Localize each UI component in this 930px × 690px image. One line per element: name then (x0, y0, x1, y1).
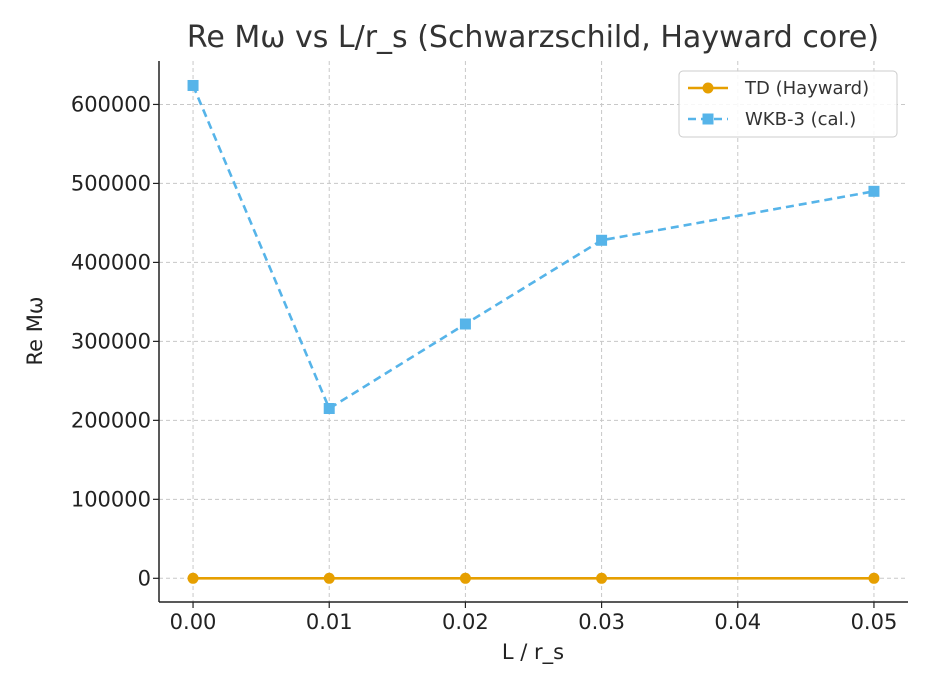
y-axis-label: Re Mω (23, 297, 47, 366)
x-tick-label: 0.02 (442, 610, 489, 634)
x-tick-label: 0.05 (851, 610, 898, 634)
legend-entry-1: TD (Hayward) (688, 78, 869, 99)
data-point (323, 572, 335, 584)
data-point (596, 234, 608, 246)
y-tick-label: 500000 (71, 171, 151, 195)
data-point (323, 403, 335, 415)
legend-swatch-marker (702, 82, 714, 94)
legend-entry-2: WKB-3 (cal.) (688, 109, 856, 130)
x-tick-label: 0.01 (306, 610, 353, 634)
y-tick-label: 400000 (71, 250, 151, 274)
grid (159, 61, 908, 602)
legend-swatch-marker (702, 113, 714, 125)
legend-label: TD (Hayward) (744, 78, 869, 99)
y-tick-label: 0 (138, 566, 151, 590)
legend-frame (678, 70, 898, 138)
data-point (459, 318, 471, 330)
y-tick-label: 600000 (71, 92, 151, 116)
y-tick-label: 100000 (71, 487, 151, 511)
y-tick-label: 200000 (71, 408, 151, 432)
legend: TD (Hayward) WKB-3 (cal.) (678, 70, 898, 138)
data-point (187, 79, 199, 91)
data-point (868, 572, 880, 584)
x-tick-label: 0.04 (714, 610, 761, 634)
legend-label: WKB-3 (cal.) (745, 109, 856, 130)
ticks: 0.00 0.01 0.02 0.03 0.04 0.05 0 100000 200000 300… (71, 92, 898, 634)
chart-title: Re Mω vs L/r_s (Schwarzschild, Hayward c… (187, 20, 879, 55)
x-tick-label: 0.00 (170, 610, 217, 634)
data-point (459, 572, 471, 584)
axes (158, 61, 908, 603)
data-point (868, 185, 880, 197)
series-1 (187, 572, 880, 584)
x-tick-label: 0.03 (578, 610, 625, 634)
x-axis-label: L / r_s (502, 640, 564, 665)
data-point (187, 572, 199, 584)
series-2 (187, 79, 880, 415)
y-tick-label: 300000 (71, 329, 151, 353)
data-point (596, 572, 608, 584)
series-layer (187, 79, 880, 584)
